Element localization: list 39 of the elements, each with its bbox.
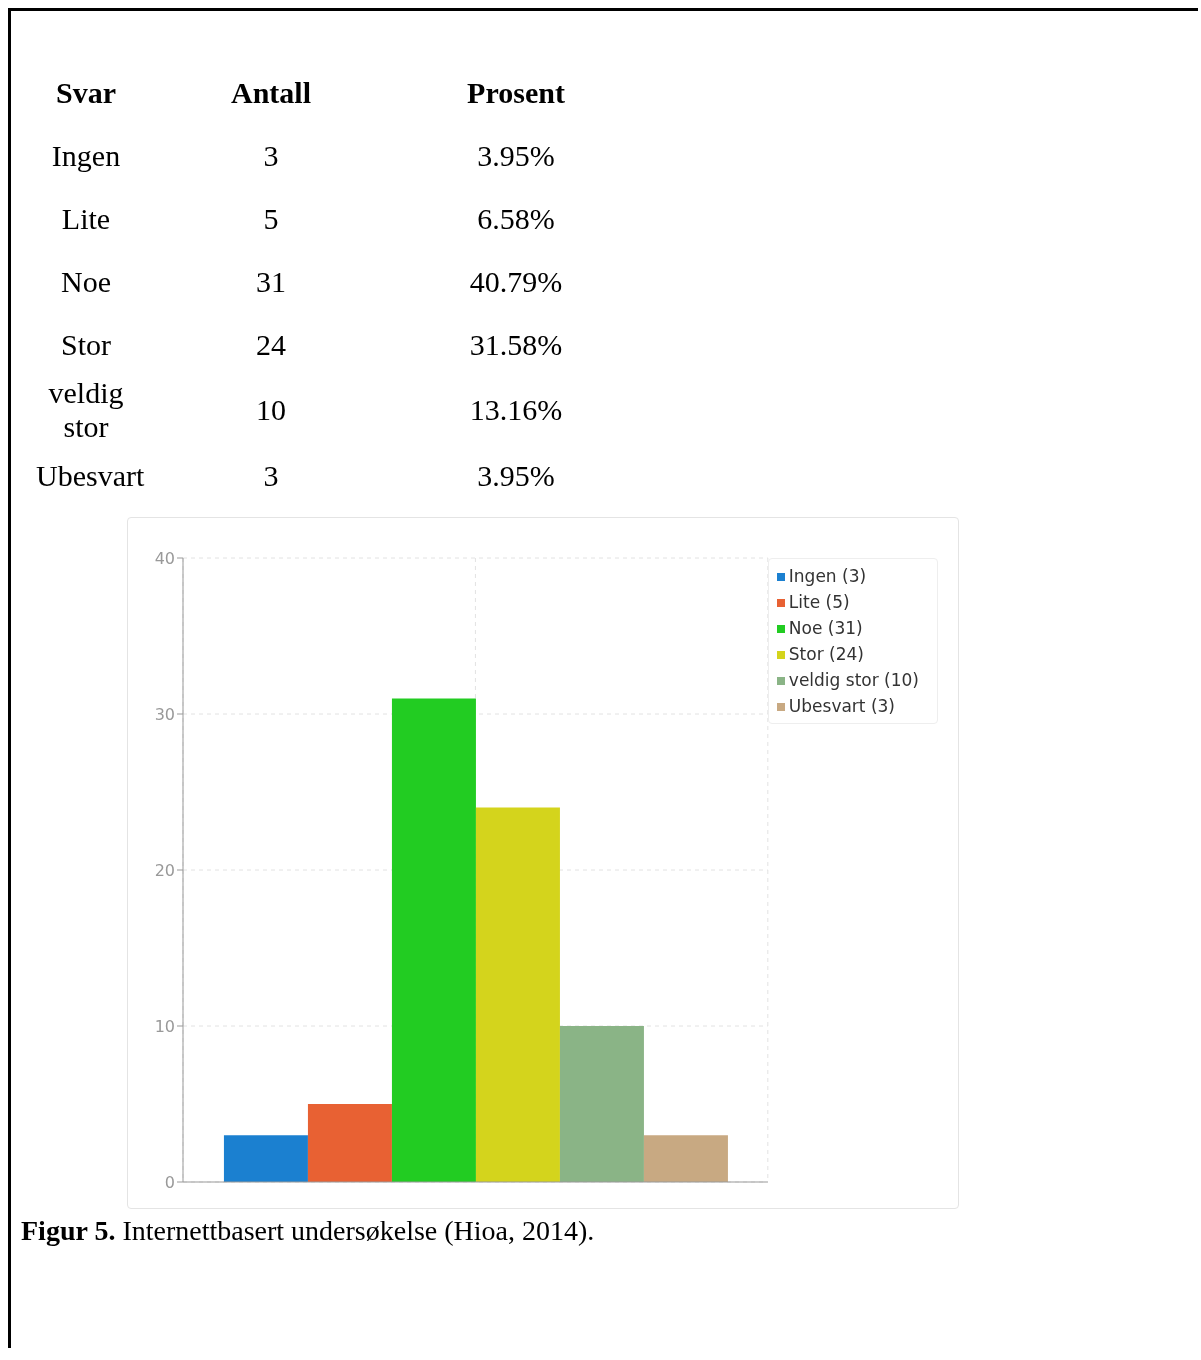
- bar: [223, 1135, 308, 1182]
- text: Svar: [56, 75, 116, 110]
- text: 40.79%: [469, 264, 563, 299]
- text: 31.58%: [469, 327, 563, 362]
- text: 3: [263, 458, 279, 493]
- text: Ingen: [51, 138, 121, 173]
- bar: [307, 1104, 392, 1182]
- bar: [643, 1135, 728, 1182]
- text: 3: [263, 138, 279, 173]
- text: Noe: [61, 264, 111, 299]
- legend-label: Ubesvart (3): [788, 696, 895, 716]
- y-tick-label: 30: [154, 704, 175, 724]
- y-tick-label: 20: [154, 860, 175, 880]
- text: Figur 5. Internettbasert undersøkelse (Hioa, 2014).: [21, 1215, 595, 1246]
- text: 10: [256, 393, 286, 427]
- bar: [391, 698, 476, 1182]
- legend-label: veldig stor (10): [788, 670, 919, 690]
- text: Lite: [61, 201, 111, 236]
- y-tick-label: 0: [164, 1172, 175, 1192]
- text: 6.58%: [477, 201, 555, 236]
- legend-label: Lite (5): [788, 592, 850, 612]
- legend-label: Noe (31): [788, 618, 863, 638]
- legend-label: Stor (24): [788, 644, 864, 664]
- legend-label: Ingen (3): [788, 566, 867, 586]
- text: Prosent: [467, 75, 565, 110]
- text: Stor: [60, 327, 111, 362]
- text: 3.95%: [477, 138, 555, 173]
- y-tick-label: 40: [154, 548, 175, 568]
- text: Ubesvart: [36, 458, 145, 493]
- text: Antall: [230, 75, 311, 110]
- text: 13.16%: [469, 393, 563, 427]
- text: 31: [256, 264, 286, 299]
- bar: [475, 807, 560, 1182]
- bar: [559, 1026, 644, 1182]
- text: 3.95%: [477, 458, 555, 493]
- text: 24: [256, 327, 286, 362]
- y-tick-label: 10: [154, 1016, 175, 1036]
- text: veldig stor: [47, 376, 125, 444]
- text: 5: [263, 201, 279, 236]
